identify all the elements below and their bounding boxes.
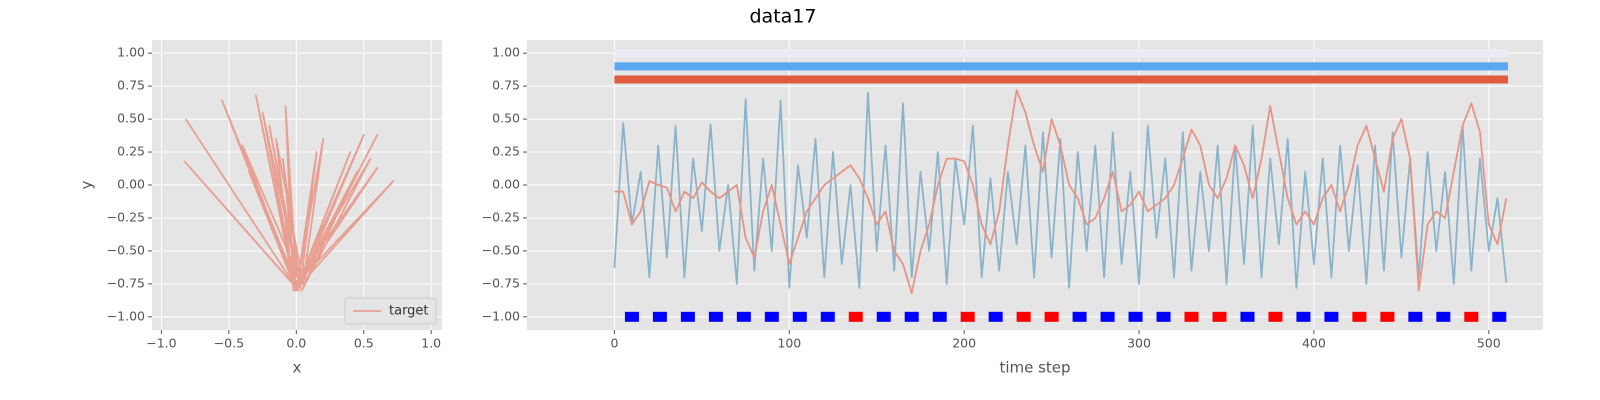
marker	[932, 311, 947, 322]
y-tick-label: −1.00	[482, 308, 520, 323]
x-tick-label: 0	[610, 336, 618, 351]
y-tick-label: −0.25	[482, 209, 520, 224]
marker	[848, 311, 863, 322]
line	[183, 94, 395, 292]
x-tick-label: 100	[777, 336, 801, 351]
marker	[1100, 311, 1115, 322]
y-tick-label: −0.75	[482, 275, 520, 290]
marker	[1464, 311, 1479, 322]
marker	[1072, 311, 1087, 322]
marker	[792, 311, 807, 322]
x-axis-label: time step	[999, 359, 1070, 377]
x-tick-label: 400	[1302, 336, 1326, 351]
x-axis-label: x	[293, 359, 302, 377]
marker	[1380, 311, 1395, 322]
y-axis-label: y	[78, 180, 96, 189]
y-tick-label: 0.75	[492, 78, 520, 93]
y-tick-label: 0.25	[117, 144, 145, 159]
marker	[1184, 311, 1199, 322]
y-tick-label: 1.00	[117, 45, 145, 60]
marker	[1128, 311, 1143, 322]
marker	[960, 311, 975, 322]
legend-label: target	[389, 304, 429, 319]
marker	[1212, 311, 1227, 322]
x-tick-label: 0.0	[286, 336, 306, 351]
y-tick-label: 0.50	[117, 111, 145, 126]
marker	[680, 311, 695, 322]
marker	[1436, 311, 1451, 322]
marker	[1044, 311, 1059, 322]
marker	[1016, 311, 1031, 322]
x-tick-label: 200	[952, 336, 976, 351]
marker	[876, 311, 891, 322]
marker	[1408, 311, 1423, 322]
y-tick-label: 1.00	[492, 45, 520, 60]
x-tick-label: −1.0	[146, 336, 176, 351]
marker	[820, 311, 835, 322]
line	[614, 89, 1508, 294]
marker	[1268, 311, 1283, 322]
y-tick-label: 0.75	[117, 78, 145, 93]
marker	[1296, 311, 1311, 322]
marker	[736, 311, 751, 322]
line	[613, 91, 1508, 289]
y-tick-label: −0.25	[107, 209, 145, 224]
marker	[1156, 311, 1171, 322]
x-tick-label: 500	[1477, 336, 1501, 351]
y-tick-label: 0.00	[117, 177, 145, 192]
y-tick-label: 0.50	[492, 111, 520, 126]
marker	[624, 311, 639, 322]
marker	[1324, 311, 1339, 322]
y-tick-label: 0.00	[492, 177, 520, 192]
marker	[904, 311, 919, 322]
marker	[988, 311, 1003, 322]
marker	[1352, 311, 1367, 322]
x-tick-label: 0.5	[354, 336, 374, 351]
marker	[1240, 311, 1255, 322]
legend	[344, 297, 437, 325]
marker	[764, 311, 779, 322]
marker	[652, 311, 667, 322]
marker	[708, 311, 723, 322]
figure-title: data17	[750, 6, 817, 28]
y-tick-label: 0.25	[492, 144, 520, 159]
y-tick-label: −0.50	[107, 242, 145, 257]
x-tick-label: 1.0	[421, 336, 441, 351]
x-tick-label: 300	[1127, 336, 1151, 351]
y-tick-label: −0.75	[107, 275, 145, 290]
y-tick-label: −0.50	[482, 242, 520, 257]
y-tick-label: −1.00	[107, 308, 145, 323]
x-tick-label: −0.5	[214, 336, 244, 351]
marker	[1492, 311, 1507, 322]
